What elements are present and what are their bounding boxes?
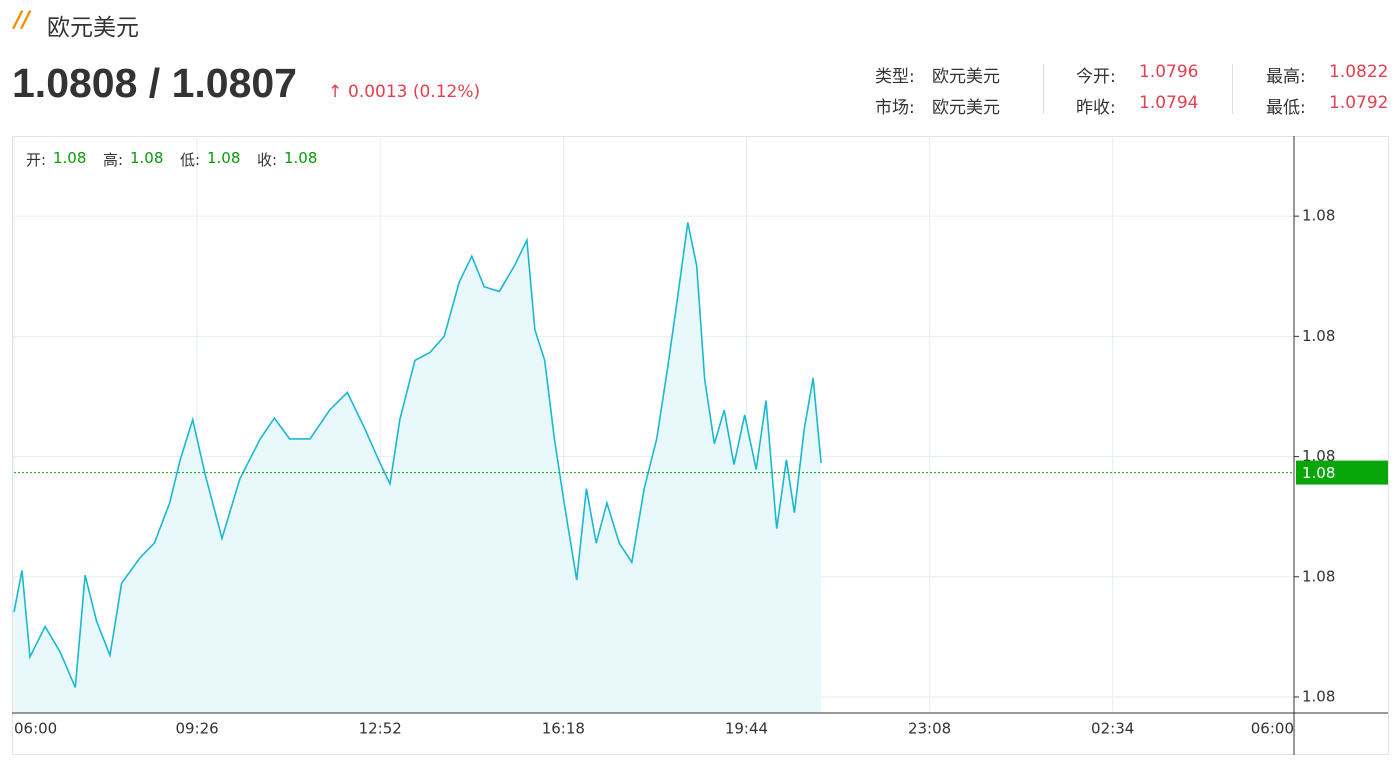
info-value: 欧元美元: [932, 67, 1000, 87]
y-tick-label: 1.08: [1302, 327, 1335, 345]
info-label: 类型:: [875, 67, 915, 87]
info-value: 1.0822: [1329, 62, 1389, 82]
ohlc-value: 1.08: [130, 149, 164, 167]
ohlc-label: 低:: [180, 151, 201, 169]
ohlc-label: 高:: [103, 151, 124, 169]
ohlc-label: 开:: [26, 151, 47, 169]
price: 1.0808 / 1.0807: [12, 60, 297, 106]
y-tick-label: 1.08: [1302, 447, 1335, 465]
info-label: 昨收:: [1076, 98, 1116, 118]
ohlc-label: 收:: [257, 151, 278, 169]
x-tick-label: 09:26: [175, 720, 218, 738]
info-value: 欧元美元: [932, 98, 1000, 118]
line: [13, 222, 822, 688]
separator: [1043, 64, 1044, 114]
last-price-tag: [1296, 460, 1388, 485]
title: 欧元美元: [47, 15, 139, 41]
ohlc-value: 1.08: [284, 149, 318, 167]
area: [14, 222, 822, 713]
info-value: 1.0792: [1329, 93, 1389, 113]
x-tick-label: 06:00: [14, 720, 57, 738]
ohlc-value: 1.08: [207, 149, 241, 167]
icon: //: [14, 8, 31, 33]
chart-frame: [12, 136, 1389, 755]
change: 0.0013 (0.12%): [348, 82, 481, 102]
x-tick-label: 02:34: [1091, 720, 1134, 738]
separator: [1232, 64, 1233, 114]
x-tick-label: 12:52: [359, 720, 402, 738]
x-tick-label: 16:18: [542, 720, 585, 738]
y-tick-label: 1.08: [1302, 207, 1335, 225]
x-tick-label: 19:44: [725, 720, 768, 738]
arrow: ↑: [328, 82, 343, 102]
info-label: 最低:: [1266, 98, 1306, 118]
ohlc-value: 1.08: [53, 149, 87, 167]
info-value: 1.0794: [1139, 93, 1199, 113]
info-label: 今开:: [1076, 67, 1116, 87]
info-label: 市场:: [875, 98, 915, 118]
y-tick-label: 1.08: [1302, 687, 1335, 705]
last-price-label: 1.08: [1302, 464, 1335, 482]
x-tick-label: 23:08: [908, 720, 951, 738]
y-tick-label: 1.08: [1302, 567, 1335, 585]
info-label: 最高:: [1266, 67, 1306, 87]
info-value: 1.0796: [1139, 62, 1199, 82]
x-tick-label: 06:00: [1251, 720, 1294, 738]
